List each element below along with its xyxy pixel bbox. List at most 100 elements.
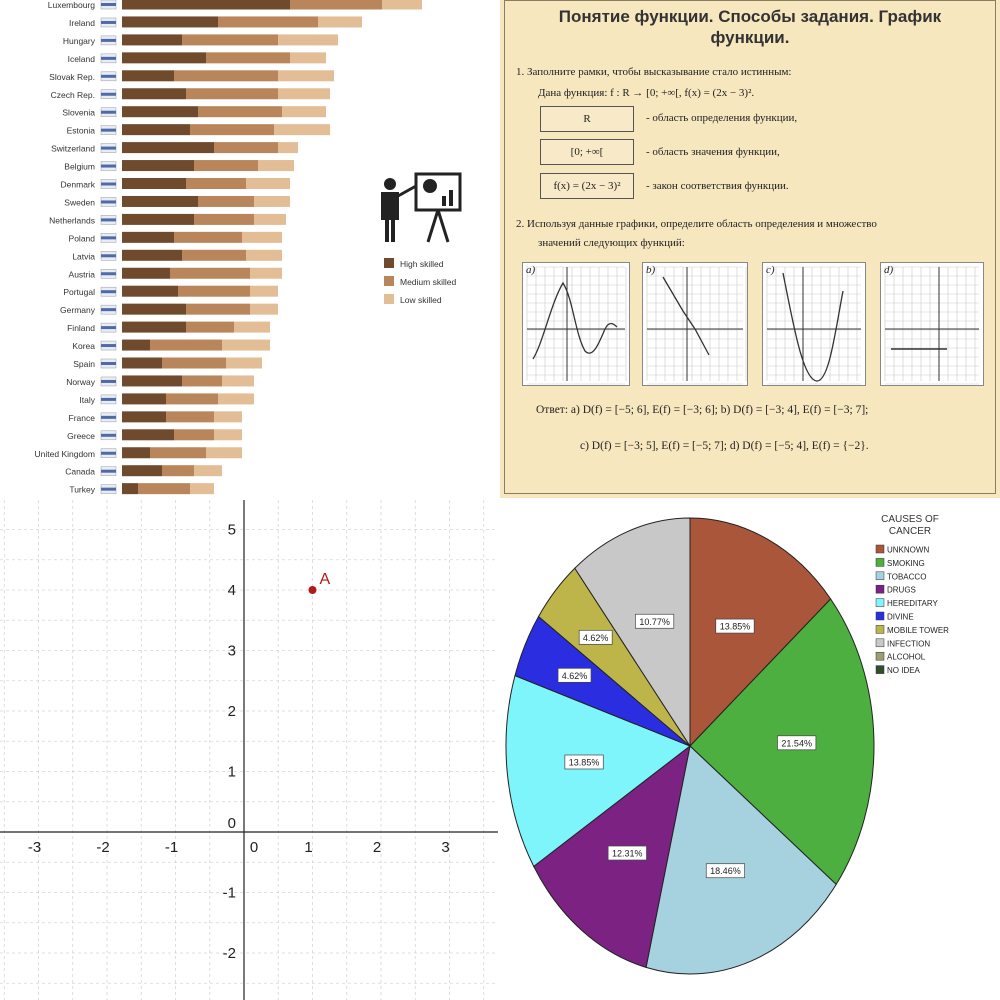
bar-segment-medium-skilled	[182, 375, 222, 387]
bar-segment-low-skilled	[274, 124, 330, 136]
country-label: France	[69, 413, 96, 423]
bar-segment-low-skilled	[278, 88, 330, 100]
country-label: Italy	[79, 395, 95, 405]
country-flag-icon	[100, 35, 117, 46]
country-label: Hungary	[63, 36, 96, 46]
flag-stripe	[101, 254, 116, 258]
country-label: Germany	[60, 305, 96, 315]
worksheet: Понятие функции. Способы задания. График…	[500, 0, 1000, 498]
bar-segment-medium-skilled	[190, 124, 274, 136]
flag-stripe	[101, 3, 116, 6]
legend-swatch	[875, 638, 885, 648]
presenter-with-chart-icon	[381, 172, 462, 243]
bar-segment-medium-skilled	[186, 88, 278, 100]
data-label-box	[715, 618, 755, 634]
bar-segment-medium-skilled	[198, 106, 282, 118]
bar-segment-high-skilled	[122, 375, 182, 387]
bar-segment-medium-skilled	[186, 303, 250, 315]
function-worksheet-panel: Понятие функции. Способы задания. График…	[500, 0, 1000, 498]
country-label: Iceland	[68, 54, 96, 64]
data-label-box	[777, 735, 817, 751]
domain-desc: - область определения функции,	[646, 112, 798, 124]
graph-a	[522, 262, 630, 386]
skills-bar-chart: Luxembourg Ireland Hungary Iceland Slovak Re…	[35, 0, 462, 495]
data-label-box	[705, 863, 745, 879]
bar-segment-high-skilled	[122, 339, 150, 351]
range-desc: - область значения функции,	[646, 146, 780, 158]
country-flag-icon	[100, 269, 117, 279]
bar-segment-low-skilled	[246, 178, 290, 189]
legend-label: MOBILE TOWER	[887, 626, 949, 635]
bar-segment-high-skilled	[122, 231, 174, 243]
flag-stripe	[101, 433, 116, 437]
bar-segment-high-skilled	[122, 447, 150, 459]
bar-segment-low-skilled	[246, 249, 282, 261]
bar-segment-medium-skilled	[186, 178, 246, 189]
country-label: Slovenia	[62, 108, 95, 118]
bar-segment-high-skilled	[122, 0, 290, 10]
graph-c	[762, 262, 866, 386]
x-tick-label: -2	[96, 839, 109, 856]
x-tick-label: 2	[373, 839, 381, 856]
bar-segment-medium-skilled	[182, 34, 278, 46]
country-label: Estonia	[67, 126, 96, 136]
flag-stripe	[101, 272, 116, 276]
legend-label: NO IDEA	[887, 666, 921, 675]
presenter-arm	[397, 184, 417, 198]
rule-box: f(x) = (2x − 3)²	[540, 173, 634, 199]
bar-segment-medium-skilled	[218, 16, 318, 28]
legend-title: CAUSES OF	[881, 514, 939, 525]
y-tick-label: 4	[228, 582, 236, 599]
bar-segment-low-skilled	[254, 213, 286, 225]
legend-swatch	[875, 544, 885, 554]
bar-segment-low-skilled	[226, 357, 262, 369]
bar-segment-medium-skilled	[174, 429, 214, 441]
country-flag-icon	[100, 394, 117, 405]
bar-segment-medium-skilled	[166, 411, 214, 423]
legend-swatch	[875, 651, 885, 661]
data-label: 13.85%	[720, 622, 751, 632]
bar-segment-high-skilled	[122, 178, 186, 189]
country-flag-icon	[100, 125, 117, 135]
y-tick-label: 1	[228, 764, 236, 781]
flag-stripe	[101, 164, 116, 168]
legend-swatch	[875, 611, 885, 621]
flag-stripe	[101, 308, 116, 312]
domain-box: R	[540, 106, 634, 132]
country-label: Canada	[65, 467, 95, 477]
country-flag-icon	[100, 412, 117, 423]
bar-segment-low-skilled	[290, 52, 326, 64]
legend-label: ALCOHOL	[887, 653, 926, 662]
answer-line-1: Ответ: a) D(f) = [−5; 6], E(f) = [−3; 6]…	[536, 404, 869, 416]
legend-label: SMOKING	[887, 559, 925, 568]
graph-d-plot	[884, 266, 979, 385]
bar-segment-medium-skilled	[174, 70, 278, 82]
pie-slice-hereditary	[505, 674, 691, 868]
data-label-box	[564, 754, 604, 770]
flag-stripe	[101, 397, 116, 401]
bar-segment-medium-skilled	[162, 357, 226, 369]
worksheet-frame	[504, 0, 996, 494]
bar-segment-medium-skilled	[162, 465, 194, 477]
bar-segment-high-skilled	[122, 267, 170, 279]
y-tick-label: -1	[223, 885, 236, 902]
legend-label: High skilled	[400, 259, 444, 269]
legend-swatch	[384, 276, 394, 286]
country-label: Netherlands	[49, 215, 95, 225]
bar-segment-low-skilled	[250, 267, 282, 279]
bar-segment-high-skilled	[122, 106, 198, 118]
bar-segment-medium-skilled	[150, 339, 222, 351]
country-flag-icon	[100, 197, 117, 207]
graph-b	[642, 262, 748, 386]
data-label-box	[607, 845, 647, 861]
legend-swatch	[384, 294, 394, 304]
country-flag-icon	[100, 466, 117, 476]
presenter-head	[384, 178, 396, 190]
country-flag-icon	[100, 233, 117, 243]
country-flag-icon	[100, 107, 117, 117]
country-flag-icon	[100, 215, 117, 225]
country-label: Finland	[67, 323, 95, 333]
country-label: Latvia	[72, 251, 95, 261]
bar-segment-low-skilled	[194, 465, 222, 477]
bar-segment-medium-skilled	[194, 160, 258, 172]
